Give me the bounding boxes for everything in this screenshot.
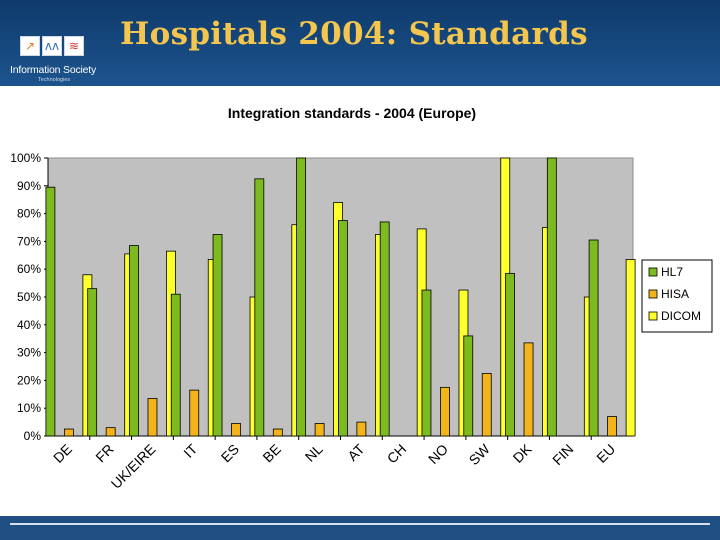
slide-title: Hospitals 2004: Standards	[120, 16, 588, 52]
x-tick-label: UK/EIRE	[108, 441, 159, 492]
y-tick-label: 0%	[24, 429, 42, 443]
bar-hisa-dk	[523, 342, 534, 437]
logo-subtitle: Technologies	[38, 77, 71, 83]
y-tick-label: 20%	[17, 373, 41, 387]
y-tick-label: 100%	[10, 151, 41, 165]
logo-name: Information Society	[10, 64, 97, 76]
y-tick-label: 30%	[17, 346, 41, 360]
legend-swatch-hl7	[648, 267, 658, 277]
bar-hl7-ukeire	[129, 245, 139, 437]
information-society-logo: ↗ ʌʌ ≋ Information Society Technologies	[8, 28, 108, 86]
x-tick-label: AT	[344, 440, 368, 464]
legend-swatch-dicom	[648, 311, 658, 321]
x-tick-label: ES	[218, 441, 243, 466]
legend-swatch-hisa	[648, 289, 658, 299]
arrow-tile-icon: ↗	[20, 36, 40, 56]
bar-dicom-eu	[625, 259, 636, 437]
bar-hl7-de	[45, 186, 56, 437]
bar-hisa-no	[440, 386, 450, 437]
bar-hl7-be	[254, 178, 265, 437]
bar-hisa-at	[356, 421, 367, 437]
y-tick-label: 50%	[17, 290, 41, 304]
y-tick-label: 60%	[17, 262, 41, 276]
y-axis: 0% 10% 20% 30% 40% 50% 60% 70% 80% 90% 100%	[10, 151, 633, 443]
bar-hl7-es	[212, 234, 223, 437]
wave-tile-icon: ʌʌ	[42, 36, 62, 56]
bar-hisa-sw	[481, 373, 492, 437]
x-tick-label: IT	[180, 440, 200, 460]
bar-hisa-eu	[607, 416, 618, 437]
bar-hisa-be	[272, 428, 283, 437]
bar-hisa-de	[63, 428, 74, 437]
x-tick-label: NL	[302, 441, 326, 465]
footer-divider	[10, 523, 710, 525]
x-tick-label: DE	[50, 441, 75, 466]
y-tick-label: 10%	[17, 401, 41, 415]
legend-label-hisa: HISA	[661, 287, 689, 301]
x-tick-label: NO	[425, 441, 451, 467]
bar-hl7-no	[421, 289, 432, 437]
y-tick-label: 70%	[17, 234, 41, 248]
x-tick-label: DK	[510, 440, 536, 466]
bar-hisa-nl	[314, 423, 325, 437]
x-tick-label: BE	[259, 441, 284, 466]
bar-hl7-it	[170, 293, 181, 437]
bar-hisa-fr	[105, 427, 116, 437]
bar-hl7-fin	[546, 157, 557, 437]
slide-header: ↗ ʌʌ ≋ Information Society Technologies …	[0, 0, 720, 86]
bars	[45, 157, 636, 440]
y-tick-label: 80%	[17, 207, 41, 221]
legend: HL7 HISA DICOM	[641, 259, 713, 333]
y-tick-label: 40%	[17, 318, 41, 332]
stripes-tile-icon: ≋	[64, 36, 84, 56]
bar-hisa-es	[231, 423, 241, 437]
y-tick-label: 90%	[17, 179, 41, 193]
legend-label-hl7: HL7	[661, 265, 683, 279]
legend-label-dicom: DICOM	[661, 309, 701, 323]
x-tick-label: SW	[466, 440, 494, 468]
x-tick-label: FIN	[549, 441, 576, 468]
bar-hl7-ch	[379, 221, 390, 437]
bar-hisa-it	[189, 389, 200, 437]
bar-hl7-eu	[588, 239, 599, 437]
logo-tiles: ↗ ʌʌ ≋	[20, 36, 84, 56]
bar-hl7-dk	[505, 272, 515, 437]
chart-title: Integration standards - 2004 (Europe)	[228, 105, 476, 121]
bar-hl7-nl	[296, 157, 307, 437]
bar-hl7-fr	[87, 288, 98, 437]
bar-hisa-ukeire	[147, 398, 158, 437]
x-tick-label: EU	[593, 441, 618, 466]
x-tick-label: FR	[92, 441, 117, 466]
bar-hl7-sw	[463, 335, 474, 437]
x-tick-label: CH	[384, 441, 410, 467]
bar-hl7-at	[337, 220, 348, 437]
